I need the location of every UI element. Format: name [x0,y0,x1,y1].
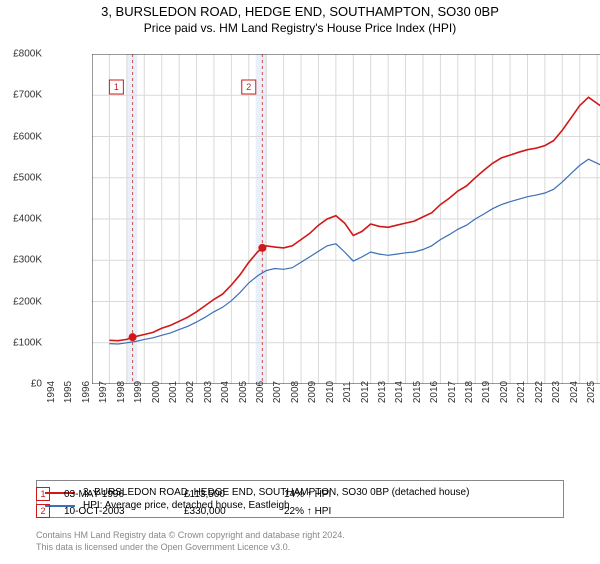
chart-container: 3, BURSLEDON ROAD, HEDGE END, SOUTHAMPTO… [0,4,600,564]
x-tick-label: 2002 [185,381,196,403]
x-tick-label: 2019 [481,381,492,403]
x-tick-label: 1994 [46,381,57,403]
x-tick-label: 2017 [447,381,458,403]
plot-area: 12 [92,54,600,384]
svg-text:2: 2 [246,82,251,92]
marker-price: £113,500 [184,489,284,500]
marker-row: 1 03-MAY-1996£113,50014% ↑ HPI [36,487,564,501]
y-tick-label: £600K [13,131,42,142]
marker-date: 10-OCT-2003 [64,506,184,517]
x-tick-label: 2003 [203,381,214,403]
marker-id-box: 1 [36,487,50,501]
y-tick-label: £700K [13,90,42,101]
x-tick-label: 1996 [81,381,92,403]
x-tick-label: 2016 [429,381,440,403]
x-tick-label: 2010 [325,381,336,403]
chart-title: 3, BURSLEDON ROAD, HEDGE END, SOUTHAMPTO… [0,4,600,19]
x-tick-label: 1999 [133,381,144,403]
y-axis-labels: £0£100K£200K£300K£400K£500K£600K£700K£80… [0,54,44,384]
marker-price: £330,000 [184,506,284,517]
x-tick-label: 2024 [569,381,580,403]
x-tick-label: 2018 [464,381,475,403]
x-tick-label: 1995 [63,381,74,403]
x-tick-label: 2012 [360,381,371,403]
y-tick-label: £100K [13,337,42,348]
y-tick-label: £500K [13,172,42,183]
svg-text:1: 1 [114,82,119,92]
x-tick-label: 2005 [238,381,249,403]
x-tick-label: 2020 [499,381,510,403]
y-tick-label: £800K [13,49,42,60]
footer-line-2: This data is licensed under the Open Gov… [36,542,564,554]
x-tick-label: 2006 [255,381,266,403]
chart-subtitle: Price paid vs. HM Land Registry's House … [0,21,600,35]
x-tick-label: 2007 [272,381,283,403]
x-tick-label: 1998 [116,381,127,403]
x-tick-label: 2021 [516,381,527,403]
x-tick-label: 2015 [412,381,423,403]
y-tick-label: £400K [13,214,42,225]
x-tick-label: 2023 [551,381,562,403]
chart-svg: 12 [92,54,600,384]
x-tick-label: 2025 [586,381,597,403]
x-tick-label: 2014 [394,381,405,403]
x-tick-label: 2011 [342,381,353,403]
y-tick-label: £0 [31,379,42,390]
marker-hpi: 22% ↑ HPI [284,506,404,517]
marker-table: 1 03-MAY-1996£113,50014% ↑ HPI 2 10-OCT-200… [36,484,564,521]
y-tick-label: £300K [13,255,42,266]
x-tick-label: 2009 [307,381,318,403]
x-tick-label: 2008 [290,381,301,403]
marker-row: 2 10-OCT-2003£330,00022% ↑ HPI [36,504,564,518]
x-tick-label: 2001 [168,381,179,403]
x-axis-labels: 1994199519961997199819992000200120022003… [46,386,586,436]
x-tick-label: 1997 [98,381,109,403]
marker-date: 03-MAY-1996 [64,489,184,500]
x-tick-label: 2004 [220,381,231,403]
x-tick-label: 2013 [377,381,388,403]
x-tick-label: 2000 [151,381,162,403]
footer-attribution: Contains HM Land Registry data © Crown c… [36,530,564,553]
marker-id-box: 2 [36,504,50,518]
y-tick-label: £200K [13,296,42,307]
footer-line-1: Contains HM Land Registry data © Crown c… [36,530,564,542]
marker-hpi: 14% ↑ HPI [284,489,404,500]
x-tick-label: 2022 [534,381,545,403]
